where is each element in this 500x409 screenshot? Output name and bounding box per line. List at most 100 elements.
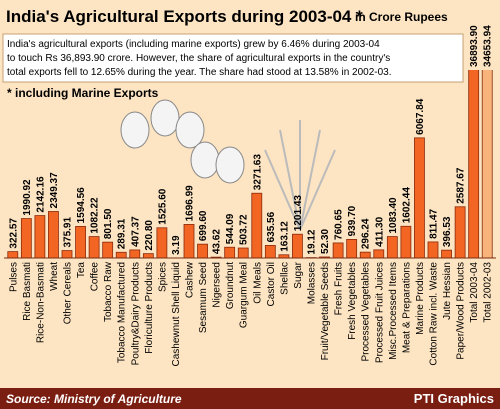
bar <box>34 215 46 258</box>
bar <box>264 245 276 258</box>
x-tick-label: Pulses <box>8 262 19 292</box>
x-tick-label: Castor Oil <box>266 262 277 306</box>
note-line: India's agricultural exports (including … <box>7 39 380 50</box>
value-label: 34653.94 <box>483 25 494 67</box>
value-label: 760.65 <box>334 209 345 240</box>
value-label: 411.30 <box>374 216 385 246</box>
x-tick-label: Poultry&Dairy Products <box>130 262 141 365</box>
value-label: 6067.84 <box>415 98 426 135</box>
x-tick-label: Other Cereals <box>63 262 74 324</box>
x-tick-label: Processed Fruit Juices <box>374 262 385 363</box>
x-tick-label: Oil Meals <box>252 262 263 304</box>
bar <box>386 236 398 258</box>
value-label: 1083.40 <box>388 197 399 234</box>
decoration-sacks <box>120 99 245 184</box>
bar <box>20 218 32 258</box>
value-label: 2349.37 <box>49 172 60 209</box>
bar <box>427 241 439 258</box>
x-tick-label: Shellac <box>279 262 290 295</box>
bar <box>7 251 19 258</box>
value-label: 1082.22 <box>90 197 101 234</box>
note-line: total exports fell to 12.65% during the … <box>7 67 392 78</box>
x-tick-label: Floriculture Products <box>144 262 155 354</box>
bar <box>359 251 371 258</box>
x-tick-label: Tobacco Raw <box>103 261 114 322</box>
note-line: to touch Rs 36,893.90 crore. However, th… <box>7 53 390 64</box>
value-label: 939.70 <box>347 205 358 236</box>
note-box <box>2 33 464 83</box>
x-tick-label: Total 2003-04 <box>469 262 480 323</box>
value-label: 163.12 <box>279 221 290 252</box>
x-tick-label: Fresh Fruits <box>334 262 345 315</box>
bar <box>129 249 141 258</box>
bar <box>197 243 208 258</box>
x-tick-label: Spices <box>157 262 168 292</box>
bar <box>454 206 466 258</box>
bar <box>48 211 59 258</box>
bar <box>468 70 480 258</box>
value-label: 36893.90 <box>469 25 480 67</box>
bar <box>373 249 385 258</box>
bar <box>346 238 358 258</box>
x-tick-label: Groundnut <box>225 262 236 309</box>
value-label: 503.72 <box>239 214 250 245</box>
x-tick-label: Meat & Preparations <box>401 262 412 353</box>
value-label: 1990.92 <box>22 179 33 216</box>
value-label: 699.60 <box>198 210 209 241</box>
x-tick-label: Nigerseed <box>212 262 223 308</box>
x-tick-label: Paper/Wood Products <box>456 262 467 360</box>
source: Source: Ministry of Agriculture <box>6 392 182 406</box>
value-label: 220.80 <box>144 220 155 251</box>
value-label: 396.53 <box>442 216 453 247</box>
bar <box>251 192 263 258</box>
value-label: 1594.56 <box>76 187 87 224</box>
x-tick-label: Guargum Meal <box>239 262 250 328</box>
value-label: 811.47 <box>429 208 440 238</box>
value-label: 3.19 <box>171 235 182 255</box>
x-tick-label: Tobacco Manufactured <box>117 262 128 363</box>
x-tick-label: Tea <box>76 262 87 279</box>
footer <box>0 388 500 409</box>
value-label: 52.30 <box>320 229 331 254</box>
x-tick-label: Rice-Non-Basmati <box>35 262 46 343</box>
value-label: 1602.44 <box>401 187 412 224</box>
bar <box>400 225 412 258</box>
value-label: 2142.16 <box>35 176 46 213</box>
value-label: 19.12 <box>307 229 318 254</box>
x-tick-label: Processed Vegetables <box>361 262 372 362</box>
value-label: 289.31 <box>117 218 128 249</box>
bar <box>88 236 100 258</box>
value-label: 407.37 <box>130 216 141 247</box>
x-tick-label: Cashew <box>185 261 196 298</box>
bar <box>332 242 344 258</box>
credit: PTI Graphics <box>414 391 494 406</box>
x-tick-label: Cashewnut Shell Liquid <box>171 262 182 367</box>
value-label: 3271.63 <box>252 154 263 191</box>
bar <box>441 249 452 258</box>
value-label: 1696.99 <box>185 185 196 222</box>
value-label: 1201.43 <box>293 195 304 232</box>
value-label: 801.50 <box>103 208 114 239</box>
value-label: 43.62 <box>212 229 223 254</box>
decoration-wheat <box>264 120 336 231</box>
x-tick-label: Sesamum Seed <box>198 262 209 333</box>
bar <box>156 227 168 258</box>
bar <box>142 253 154 258</box>
x-tick-label: Coffee <box>90 262 101 292</box>
x-tick-label: Fresh Vegetables <box>347 262 358 340</box>
bar <box>115 251 127 258</box>
bar <box>292 233 303 258</box>
x-tick-label: Sugar <box>293 261 304 288</box>
bar <box>481 70 493 258</box>
bar <box>102 241 114 258</box>
bar <box>224 246 236 258</box>
bar <box>237 247 249 258</box>
x-tick-label: Wheat <box>49 262 60 291</box>
annotation: * including Marine Exports <box>7 86 159 100</box>
value-label: 1525.60 <box>157 188 168 225</box>
bar <box>183 223 195 258</box>
x-tick-label: Rice Basmati <box>22 262 33 321</box>
x-tick-label: Cotton Raw incl. Waste <box>429 262 440 366</box>
x-tick-label: Fruit/Vegetable Seeds <box>320 262 331 360</box>
